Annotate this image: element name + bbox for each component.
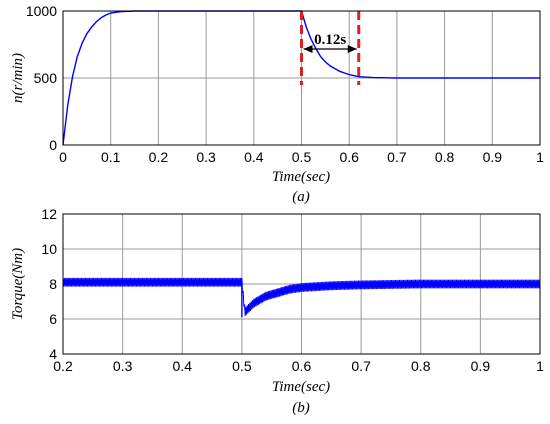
x-tick-label: 0.5 xyxy=(292,149,312,165)
chart-a: 0.12s 0 0.1 0.2 0.3 0.4 0.5 0.6 0.7 0.8 0.9 1 0 500… xyxy=(10,3,544,205)
x-tick-label: 0.6 xyxy=(292,358,312,374)
y-tick-label: 6 xyxy=(49,311,57,327)
x-tick-label: 0.1 xyxy=(101,149,121,165)
chart-a-markers: 0.12s xyxy=(300,11,361,85)
x-tick-label: 0.7 xyxy=(351,358,371,374)
chart-b-xlabel: Time(sec) xyxy=(272,379,330,395)
y-tick-label: 12 xyxy=(41,206,57,222)
chart-a-ylabel: n(r/min) xyxy=(10,53,26,103)
x-tick-label: 0.4 xyxy=(244,149,264,165)
torque-line xyxy=(62,277,541,317)
chart-b-frame xyxy=(62,213,541,355)
chart-b-x-ticks: 0.2 0.3 0.4 0.5 0.6 0.7 0.8 0.9 1 xyxy=(53,358,544,374)
x-tick-label: 0.6 xyxy=(339,149,359,165)
y-tick-label: 0 xyxy=(49,137,57,153)
x-tick-label: 0.9 xyxy=(483,149,503,165)
x-tick-label: 0.9 xyxy=(471,358,491,374)
x-tick-label: 0.7 xyxy=(387,149,407,165)
y-tick-label: 8 xyxy=(49,276,57,292)
x-tick-label: 0.5 xyxy=(232,358,252,374)
x-tick-label: 0.4 xyxy=(173,358,193,374)
x-tick-label: 1 xyxy=(536,149,544,165)
y-tick-label: 1000 xyxy=(26,3,57,19)
x-tick-label: 0.3 xyxy=(196,149,216,165)
chart-b-series xyxy=(62,277,541,318)
arrow-head-left xyxy=(303,45,313,53)
y-tick-label: 4 xyxy=(49,346,57,362)
chart-a-caption: (a) xyxy=(292,189,310,205)
chart-b-y-ticks: 4 6 8 10 12 xyxy=(41,206,57,362)
x-tick-label: 0.8 xyxy=(435,149,455,165)
y-tick-label: 10 xyxy=(41,241,57,257)
arrow-head-right xyxy=(347,45,357,53)
x-tick-label: 0.2 xyxy=(149,149,169,165)
x-tick-label: 0.3 xyxy=(113,358,133,374)
chart-b: 0.2 0.3 0.4 0.5 0.6 0.7 0.8 0.9 1 4 6 8 10 12 Time(s… xyxy=(10,206,544,416)
y-tick-label: 500 xyxy=(34,70,58,86)
x-tick-label: 0 xyxy=(59,149,67,165)
chart-a-x-ticks: 0 0.1 0.2 0.3 0.4 0.5 0.6 0.7 0.8 0.9 1 xyxy=(59,149,544,165)
x-tick-label: 0.2 xyxy=(53,358,73,374)
x-tick-label: 1 xyxy=(536,358,544,374)
x-tick-label: 0.8 xyxy=(411,358,431,374)
chart-a-frame xyxy=(62,10,541,146)
chart-b-caption: (b) xyxy=(292,400,310,416)
chart-b-ylabel: Torque(Nm) xyxy=(10,248,26,320)
interval-annotation: 0.12s xyxy=(314,32,346,48)
chart-a-y-ticks: 0 500 1000 xyxy=(26,3,57,153)
chart-a-xlabel: Time(sec) xyxy=(272,169,330,185)
